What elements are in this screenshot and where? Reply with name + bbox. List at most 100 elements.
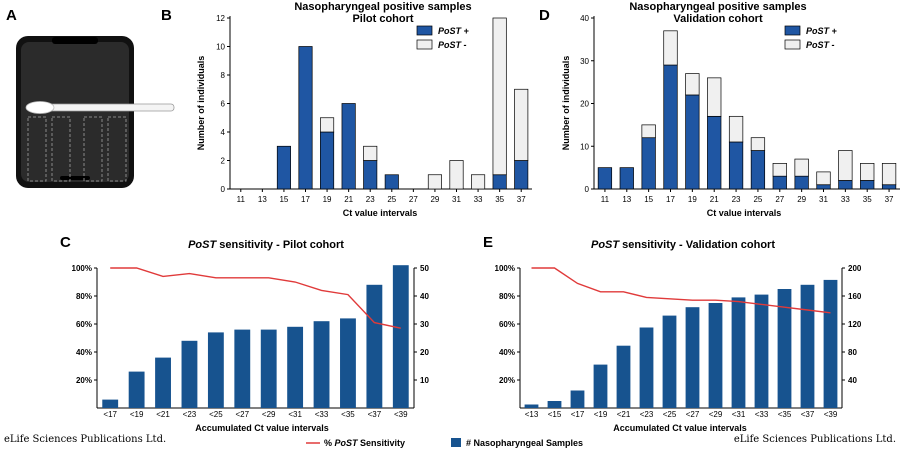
panel-letter-b: B xyxy=(161,7,172,24)
chart-b-xtick-label: 27 xyxy=(409,195,418,204)
chart-c-bar-samples xyxy=(207,332,224,408)
chart-c-xtick-label: <29 xyxy=(262,410,276,419)
chart-d-bar-post-neg xyxy=(641,124,656,139)
chart-d-xtick-label: 27 xyxy=(775,195,784,204)
chart-c-right-tick-label: 50 xyxy=(420,264,429,273)
chart-b-ytick-label: 2 xyxy=(221,157,226,166)
chart-b-ytick-label: 4 xyxy=(221,128,226,137)
chart-d-bar-post-pos xyxy=(794,175,809,190)
chart-c-pilot-sensitivity: C PoST sensitivity - Pilot cohort Accumu… xyxy=(60,234,429,433)
chart-b-bar-post-neg xyxy=(514,88,529,161)
chart-b-ytick-label: 8 xyxy=(221,71,226,80)
chart-e-xtick-label: <25 xyxy=(663,410,677,419)
chart-c-sensitivity-line xyxy=(110,267,401,329)
chart-e-xtick-label: <33 xyxy=(755,410,769,419)
phone-home-bar xyxy=(60,176,90,180)
chart-d-xlabel: Ct value intervals xyxy=(707,208,782,218)
chart-e-xlabel: Accumulated Ct value intervals xyxy=(613,423,747,433)
panel-letter-a: A xyxy=(6,7,17,24)
chart-c-xtick-label: <23 xyxy=(183,410,197,419)
bottom-legend: % PoST Sensitivity # Nasopharyngeal Samp… xyxy=(306,438,583,448)
sample-wells xyxy=(27,116,127,182)
chart-d-xtick-label: 17 xyxy=(666,195,675,204)
panel-letter-c: C xyxy=(60,234,71,251)
chart-e-xtick-label: <19 xyxy=(594,410,608,419)
chart-c-bar-samples xyxy=(366,284,383,408)
chart-d-xtick-label: 13 xyxy=(622,195,631,204)
legend-samples-label: # Nasopharyngeal Samples xyxy=(466,438,583,448)
chart-d-bar-post-neg xyxy=(881,163,897,186)
chart-c-left-tick-label: 60% xyxy=(76,320,92,329)
chart-b-bar-post-pos xyxy=(492,174,507,190)
chart-d-bar-post-pos xyxy=(728,141,744,190)
chart-d-xtick-label: 11 xyxy=(601,195,610,204)
chart-c-bar-samples xyxy=(287,326,304,408)
legend-sensitivity-italic: PoST xyxy=(335,438,360,448)
chart-e-left-tick-label: 20% xyxy=(499,376,515,385)
chart-e-bar-samples xyxy=(754,294,769,408)
chart-d-xtick-label: 25 xyxy=(753,195,762,204)
legend-sensitivity-rest: Sensitivity xyxy=(358,438,406,448)
chart-b-bar-post-neg xyxy=(449,160,464,190)
chart-c-left-tick-label: 20% xyxy=(76,376,92,385)
chart-d-legend-pos-label: PoST + xyxy=(806,26,838,36)
chart-d-bar-post-neg xyxy=(838,150,853,181)
chart-e-title-italic: PoST xyxy=(591,239,620,251)
chart-b-ylabel: Number of individuals xyxy=(196,56,206,151)
chart-b-legend-pos-label: PoST + xyxy=(438,26,470,36)
chart-c-bar-samples xyxy=(234,329,251,408)
chart-b-bar-post-pos xyxy=(341,103,356,190)
chart-c-bar-samples xyxy=(392,265,409,408)
chart-d-bar-post-neg xyxy=(685,73,700,96)
chart-b-legend-pos-swatch xyxy=(416,25,433,36)
swab-tip xyxy=(25,101,55,114)
chart-d-bar-post-neg xyxy=(794,158,809,177)
chart-e-title: PoST sensitivity - Validation cohort xyxy=(591,239,775,251)
chart-d-bar-post-neg xyxy=(663,30,678,66)
chart-b-bar-post-neg xyxy=(427,174,442,190)
chart-c-xlabel: Accumulated Ct value intervals xyxy=(195,423,329,433)
chart-d-ytick-label: 30 xyxy=(580,57,589,66)
chart-c-xtick-label: <21 xyxy=(156,410,170,419)
chart-d-bar-post-neg xyxy=(816,171,831,186)
chart-e-bar-samples xyxy=(708,303,723,408)
legend-samples-swatch xyxy=(451,438,461,447)
chart-d-bar-post-pos xyxy=(685,94,700,190)
chart-b-bar-post-neg xyxy=(320,117,335,133)
chart-b-ytick-label: 6 xyxy=(221,100,226,109)
chart-d-ytick-label: 20 xyxy=(580,100,589,109)
chart-c-bar-samples xyxy=(181,340,198,408)
chart-b-ytick-label: 10 xyxy=(216,43,225,52)
chart-b-bar-post-neg xyxy=(363,145,378,161)
chart-d-xtick-label: 29 xyxy=(797,195,806,204)
chart-c-title-italic: PoST xyxy=(188,239,217,251)
chart-c-left-tick-label: 80% xyxy=(76,292,92,301)
chart-b-legend-neg-swatch xyxy=(416,39,433,50)
chart-e-bar-samples xyxy=(570,390,585,408)
chart-d-bar-post-pos xyxy=(707,115,722,190)
chart-b-xtick-label: 25 xyxy=(387,195,396,204)
chart-c-left-tick-label: 40% xyxy=(76,348,92,357)
chart-d-subtitle: Validation cohort xyxy=(673,13,763,25)
chart-d-bar-post-pos xyxy=(772,175,787,190)
chart-b-bar-post-neg xyxy=(471,174,486,190)
chart-e-bar-samples xyxy=(593,364,608,408)
chart-c-xtick-label: <31 xyxy=(288,410,302,419)
chart-c-xtick-label: <37 xyxy=(368,410,382,419)
chart-c-bar-samples xyxy=(340,318,356,408)
chart-c-title: PoST sensitivity - Pilot cohort xyxy=(188,239,344,251)
chart-b-pilot-distribution: B Nasopharyngeal positive samples Pilot … xyxy=(161,1,532,218)
chart-b-subtitle: Pilot cohort xyxy=(352,13,413,25)
chart-d-ytick-label: 40 xyxy=(580,14,589,23)
chart-e-xtick-label: <17 xyxy=(571,410,585,419)
chart-b-bar-post-pos xyxy=(298,46,313,190)
chart-d-bar-post-pos xyxy=(816,184,831,190)
chart-e-xtick-label: <15 xyxy=(548,410,562,419)
panel-letter-d: D xyxy=(539,7,550,24)
chart-e-validation-sensitivity: E PoST sensitivity - Validation cohort A… xyxy=(483,234,862,433)
chart-e-title-rest: sensitivity - Validation cohort xyxy=(619,239,775,251)
chart-e-right-tick-label: 40 xyxy=(848,376,857,385)
chart-d-bar-post-neg xyxy=(750,137,766,151)
chart-d-title: Nasopharyngeal positive samples xyxy=(629,1,806,13)
